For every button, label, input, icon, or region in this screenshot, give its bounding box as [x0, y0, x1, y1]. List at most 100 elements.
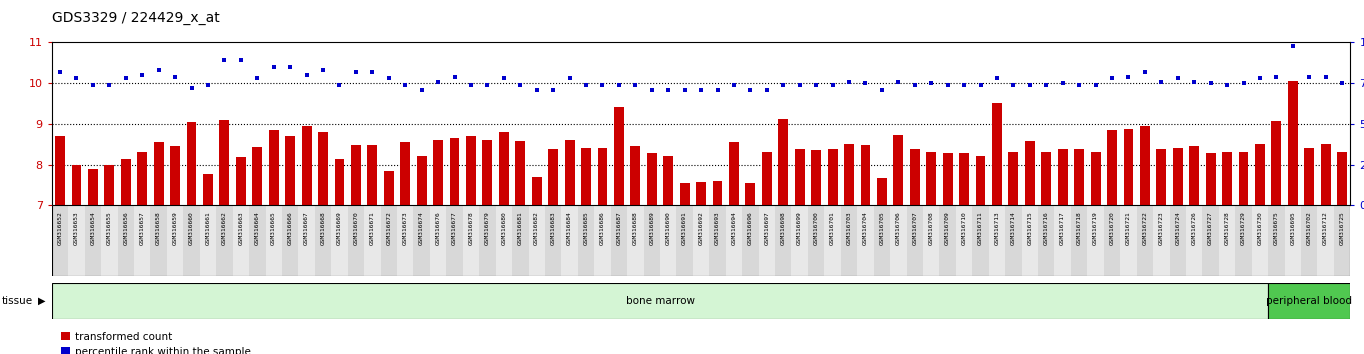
Bar [1140, 126, 1150, 205]
Bar [466, 136, 476, 205]
Bar [1239, 152, 1248, 205]
Bar [956, 205, 973, 276]
Bar [1318, 205, 1334, 276]
Point [427, 79, 449, 84]
Bar [1189, 146, 1199, 205]
Bar [183, 205, 199, 276]
Bar [285, 136, 295, 205]
Bar [52, 205, 68, 276]
Text: GSM316655: GSM316655 [106, 211, 112, 245]
Bar [413, 205, 430, 276]
Bar [1222, 152, 1232, 205]
Bar [1075, 149, 1084, 205]
Text: GSM316663: GSM316663 [239, 211, 243, 245]
Bar [1108, 130, 1117, 205]
Text: GSM316684: GSM316684 [567, 211, 572, 245]
Bar [1219, 205, 1236, 276]
Point [1299, 74, 1320, 80]
Bar [138, 152, 147, 205]
Bar [1271, 121, 1281, 205]
Text: GSM316719: GSM316719 [1093, 211, 1098, 245]
Bar [844, 144, 854, 205]
Bar [1173, 148, 1183, 205]
Bar [1103, 205, 1120, 276]
Point [1019, 82, 1041, 88]
Text: GSM316727: GSM316727 [1209, 211, 1213, 245]
Bar [1288, 81, 1297, 205]
Bar [528, 205, 546, 276]
Bar [630, 146, 640, 205]
Bar [840, 205, 857, 276]
Point [772, 82, 794, 88]
Point [147, 67, 169, 73]
Bar [1091, 152, 1101, 205]
Bar [1005, 205, 1022, 276]
Text: GDS3329 / 224429_x_at: GDS3329 / 224429_x_at [52, 11, 220, 25]
Bar [975, 156, 985, 205]
Point [131, 72, 153, 78]
Bar [679, 183, 690, 205]
Bar [746, 183, 756, 205]
Text: GSM316722: GSM316722 [1143, 211, 1147, 245]
Bar [1124, 129, 1133, 205]
Text: GSM316692: GSM316692 [698, 211, 704, 245]
Bar [989, 205, 1005, 276]
Text: GSM316725: GSM316725 [1339, 211, 1345, 245]
Text: GSM316654: GSM316654 [90, 211, 95, 245]
Text: GSM316709: GSM316709 [945, 211, 951, 245]
Bar [712, 181, 723, 205]
Point [460, 82, 481, 88]
Text: GSM316669: GSM316669 [337, 211, 342, 245]
Text: GSM316706: GSM316706 [896, 211, 900, 245]
Point [361, 69, 383, 75]
Legend: transformed count, percentile rank within the sample: transformed count, percentile rank withi… [57, 327, 255, 354]
Point [937, 82, 959, 88]
Bar [334, 159, 345, 205]
Point [115, 75, 136, 81]
Bar [824, 205, 840, 276]
Bar [199, 205, 217, 276]
Point [1150, 79, 1172, 84]
Bar [269, 130, 278, 205]
Bar [351, 145, 361, 205]
Bar [893, 135, 903, 205]
Bar [367, 145, 378, 205]
Text: GSM316677: GSM316677 [451, 211, 457, 245]
Bar [1236, 205, 1252, 276]
Point [1184, 79, 1206, 84]
Text: GSM316660: GSM316660 [190, 211, 194, 245]
Point [674, 87, 696, 92]
Bar [1185, 205, 1203, 276]
Text: GSM316680: GSM316680 [502, 211, 506, 245]
Point [723, 82, 745, 88]
Text: GSM316700: GSM316700 [814, 211, 818, 245]
Text: GSM316653: GSM316653 [74, 211, 79, 245]
Text: GSM316658: GSM316658 [155, 211, 161, 245]
Text: GSM316730: GSM316730 [1258, 211, 1263, 245]
Point [1052, 80, 1073, 86]
Point [1035, 82, 1057, 88]
Point [921, 80, 943, 86]
Point [1166, 75, 1188, 81]
Bar [150, 205, 166, 276]
Bar [1022, 205, 1038, 276]
Point [1233, 80, 1255, 86]
Point [707, 87, 728, 92]
Bar [1269, 205, 1285, 276]
Point [576, 82, 597, 88]
Bar [417, 156, 427, 205]
Text: GSM316712: GSM316712 [1323, 211, 1329, 245]
Point [509, 82, 531, 88]
Text: GSM316717: GSM316717 [1060, 211, 1065, 245]
Bar [203, 173, 213, 205]
Bar [775, 205, 791, 276]
Point [1217, 82, 1239, 88]
Bar [910, 149, 919, 205]
Bar [400, 142, 411, 205]
Point [739, 87, 761, 92]
Bar [709, 205, 726, 276]
Text: GSM316696: GSM316696 [747, 211, 753, 245]
Bar [1255, 144, 1264, 205]
Bar [1157, 149, 1166, 205]
Text: GSM316657: GSM316657 [139, 211, 145, 245]
